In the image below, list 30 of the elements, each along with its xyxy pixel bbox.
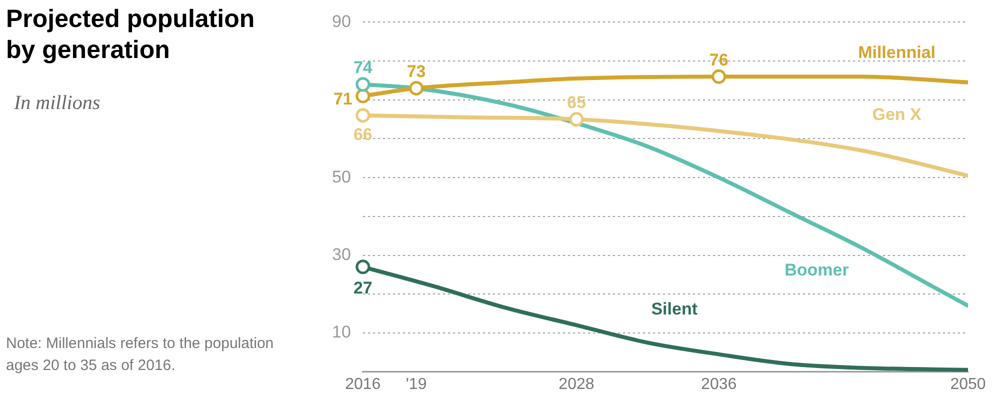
data-label: 27 [353,278,372,298]
data-label: 76 [709,50,728,70]
series-label: Gen X [872,105,922,124]
y-tick-label: 90 [332,12,351,31]
y-tick-label: 30 [332,244,351,264]
point [569,112,584,127]
series-label: Boomer [784,260,850,280]
x-tick-label: 2028 [558,376,594,393]
text: Note: Millennials refers to the population ages 20 to 35 as of 2016. [6,334,275,376]
data-label: 65 [567,93,586,112]
data-label: 71 [333,90,352,109]
data-label: 73 [406,62,426,81]
point [356,108,370,123]
data-label: 74 [353,58,373,78]
point [712,69,726,84]
point [356,77,370,92]
series-label: Silent [651,299,698,318]
x-tick-label: 2036 [701,376,737,393]
point [356,260,370,274]
data-label: 66 [353,125,372,144]
point [356,88,370,104]
series-label: Millennial [858,42,936,62]
x-tick-label: '19 [406,376,427,393]
x-tick-label: 2016 [345,376,381,393]
point [409,80,424,96]
y-tick-label: 10 [332,322,351,342]
text: Projected population by generation [6,4,255,66]
x-tick-label: 2050 [950,376,986,393]
y-tick-label: 50 [332,167,351,186]
text: In millions [14,92,100,115]
